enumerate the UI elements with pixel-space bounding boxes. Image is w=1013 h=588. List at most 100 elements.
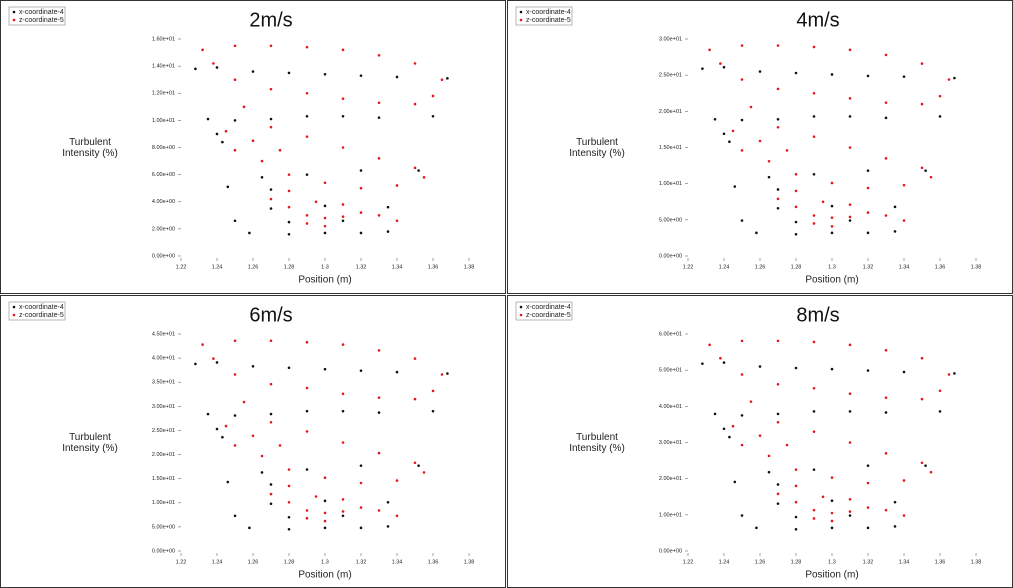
point (341, 498, 345, 501)
legend-marker (519, 305, 523, 309)
point (305, 409, 309, 413)
y-tick-label: 8.00e+00 (152, 145, 175, 151)
point (719, 356, 722, 360)
point (431, 115, 435, 118)
point (269, 339, 273, 343)
point (794, 484, 798, 488)
legend-label: z-coordinate-5 (526, 17, 571, 24)
y-tick-label: 2.50e+01 (659, 73, 682, 79)
point (719, 62, 722, 65)
chart: 0.00e+00 5.00e+00 1.00e+01 1.50e+01 2.00e+01… (515, 6, 981, 286)
point (733, 480, 737, 484)
point (812, 91, 816, 95)
point (848, 146, 852, 149)
point (794, 233, 798, 236)
point (848, 514, 852, 517)
point (413, 102, 417, 106)
point (395, 184, 399, 187)
point (377, 396, 381, 399)
point (359, 231, 363, 235)
point (812, 214, 816, 217)
x-tick-label: 1.32 (356, 264, 367, 270)
point (755, 231, 758, 235)
point (386, 500, 390, 504)
point (314, 495, 318, 498)
point (323, 511, 327, 515)
point (749, 400, 753, 403)
point (776, 197, 780, 201)
point (446, 77, 449, 80)
point (848, 48, 852, 52)
point (377, 101, 381, 105)
point (812, 115, 816, 118)
point (902, 75, 906, 78)
chart-title: 4m/s (796, 9, 839, 31)
x-tick-label: 1.32 (863, 264, 874, 270)
point (812, 45, 816, 49)
point (341, 203, 345, 206)
point (884, 348, 888, 352)
point (767, 470, 771, 474)
point (866, 211, 870, 214)
x-tick-label: 1.36 (428, 559, 439, 565)
point (269, 188, 273, 191)
point (740, 118, 744, 122)
point (269, 207, 273, 210)
point (848, 392, 852, 395)
point (830, 511, 834, 515)
point (776, 87, 780, 91)
point (287, 220, 291, 224)
point (221, 435, 224, 439)
x-tick-label: 1.3 (321, 264, 329, 270)
point (417, 464, 420, 467)
point (359, 481, 363, 485)
point (287, 205, 291, 209)
point (866, 481, 870, 485)
point (269, 483, 273, 486)
point (377, 411, 381, 414)
y-axis-label: Turbulent Intensity (%) (569, 432, 625, 454)
legend-box (8, 6, 66, 26)
y-tick-label: 1.40e+01 (152, 64, 175, 70)
point (902, 183, 906, 187)
point (305, 340, 309, 344)
point (866, 369, 870, 372)
point (848, 510, 852, 513)
point (269, 125, 273, 129)
point (377, 214, 381, 217)
point (278, 444, 282, 447)
point (226, 480, 230, 484)
point (431, 94, 435, 98)
point (446, 372, 449, 375)
point (377, 116, 381, 119)
x-tick-label: 1.28 (284, 264, 295, 270)
point (323, 499, 327, 503)
legend-box (515, 301, 573, 321)
point (830, 73, 834, 76)
x-tick-label: 1.24 (212, 264, 223, 270)
legend-box (515, 6, 573, 26)
point (722, 65, 726, 69)
chart-title: 8m/s (796, 304, 839, 326)
point (758, 434, 762, 437)
point (722, 427, 726, 431)
x-axis-label: Position (m) (298, 275, 351, 286)
point (341, 146, 345, 149)
point (341, 343, 345, 346)
legend-label: z-coordinate-5 (19, 17, 64, 24)
point (269, 502, 273, 506)
point (386, 230, 390, 233)
point (305, 135, 309, 138)
point (920, 166, 924, 170)
point (740, 443, 744, 447)
point (728, 140, 731, 144)
point (812, 430, 816, 433)
point (821, 200, 825, 204)
point (812, 135, 816, 138)
point (323, 526, 327, 530)
x-tick-label: 1.36 (935, 559, 946, 565)
x-tick-label: 1.34 (392, 559, 403, 565)
y-tick-label: 1.50e+01 (152, 476, 175, 482)
point (251, 365, 255, 368)
point (305, 386, 309, 390)
